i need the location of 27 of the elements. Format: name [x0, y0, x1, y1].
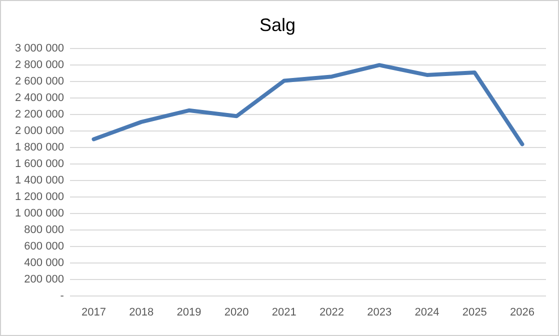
y-tick-label: 1 400 000	[15, 174, 64, 186]
y-tick-label: 400 000	[24, 256, 64, 269]
x-tick-label: 2020	[224, 306, 249, 318]
y-tick-label: 1 600 000	[15, 158, 64, 170]
y-tick-label: 2 000 000	[15, 125, 64, 138]
x-tick-label: 2021	[272, 306, 296, 318]
y-tick-label: 200 000	[24, 273, 64, 286]
y-tick-label: 2 600 000	[15, 76, 64, 88]
y-tick-label: 2 800 000	[15, 59, 64, 72]
x-tick-label: 2017	[81, 306, 106, 318]
y-tick-label: 2 200 000	[15, 108, 64, 121]
x-tick-label: 2022	[320, 306, 344, 318]
y-tick-label: 800 000	[24, 224, 64, 236]
x-tick-label: 2026	[510, 306, 534, 318]
y-tick-label: 1 800 000	[15, 142, 64, 154]
y-tick-label: 2 400 000	[15, 92, 64, 104]
x-tick-label: 2024	[414, 306, 440, 318]
y-tick-label: -	[60, 290, 64, 302]
y-tick-label: 3 000 000	[15, 42, 64, 55]
x-tick-label: 2023	[367, 306, 392, 318]
x-tick-label: 2025	[462, 306, 487, 318]
y-tick-label: 1 000 000	[15, 207, 64, 220]
y-tick-label: 600 000	[24, 240, 64, 252]
y-tick-label: 1 200 000	[15, 190, 64, 203]
chart-title: Salg	[259, 14, 296, 35]
x-tick-label: 2019	[176, 306, 202, 318]
x-tick-label: 2018	[129, 306, 154, 318]
